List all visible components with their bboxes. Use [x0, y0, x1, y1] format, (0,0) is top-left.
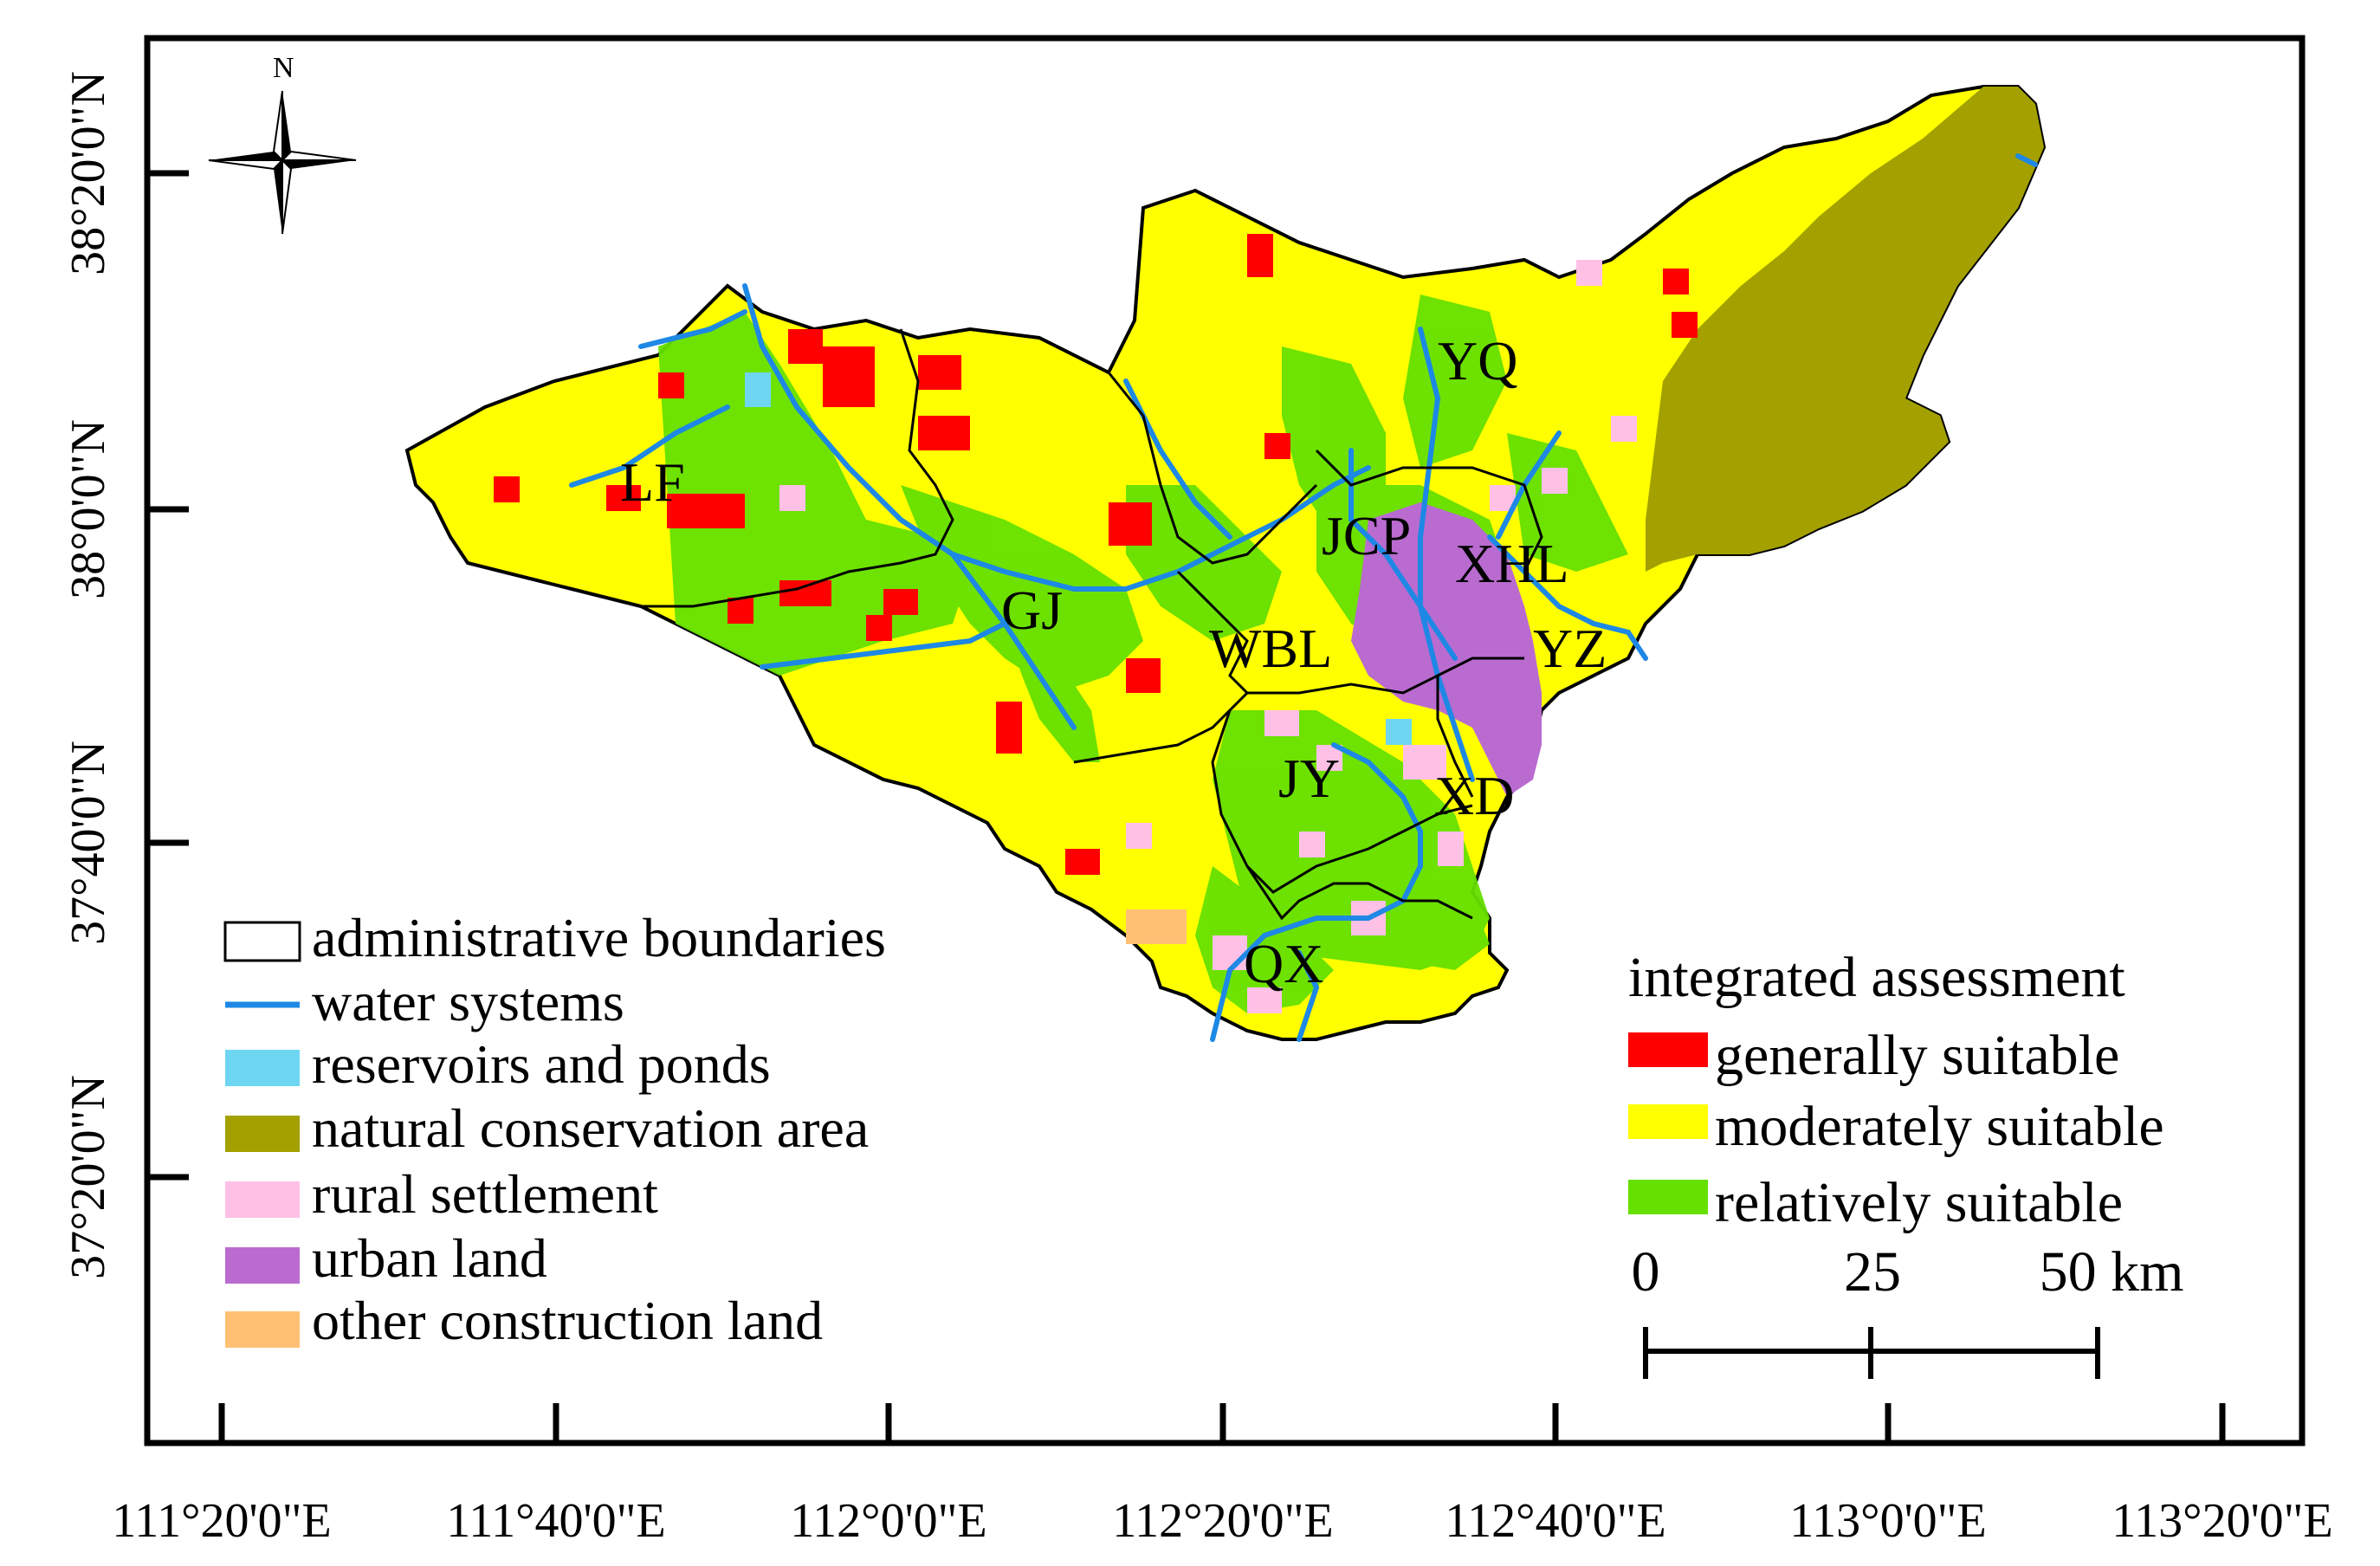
x-tick-label: 112°20'0"E — [1112, 1494, 1333, 1548]
scale-bar: 0 25 50 km — [1632, 1240, 2184, 1379]
legend-label-admin-boundaries: administrative boundaries — [312, 907, 886, 968]
region-label-gj: GJ — [1001, 579, 1063, 641]
north-label: N — [273, 52, 294, 84]
legend-label-relatively-suitable: relatively suitable — [1715, 1171, 2123, 1234]
legend-label-moderately-suitable: moderately suitable — [1715, 1095, 2164, 1158]
generally-suitable-patches — [494, 234, 1698, 875]
region-label-lf: LF — [620, 451, 685, 513]
x-axis — [218, 1403, 2226, 1443]
rural-settlement — [779, 260, 1637, 1013]
scale-label-25: 25 — [1844, 1240, 1901, 1304]
region-label-xhl: XHL — [1455, 533, 1569, 594]
x-axis-labels: 111°20'0"E 111°40'0"E 112°0'0"E 112°20'0… — [112, 1494, 2332, 1548]
region-label-qx: QX — [1244, 933, 1323, 994]
region-label-jy: JY — [1278, 747, 1340, 809]
legend-symbol-relatively-suitable — [1628, 1180, 1708, 1214]
north-arrow: N — [208, 52, 357, 235]
y-axis — [147, 170, 189, 1181]
y-tick-label: 38°0'0"N — [61, 419, 115, 599]
x-tick-label: 111°20'0"E — [112, 1494, 331, 1548]
legend-label-conservation: natural conservation area — [312, 1097, 869, 1159]
x-tick-label: 112°40'0"E — [1445, 1494, 1665, 1548]
legend-symbol-rural — [225, 1181, 300, 1218]
administrative-boundaries — [641, 328, 1543, 921]
region-labels: YQ LF JCP XHL GJ WBL YZ JY XD QX — [620, 330, 1607, 994]
legend-symbol-urban — [225, 1247, 300, 1284]
legend-label-urban: urban land — [312, 1227, 547, 1289]
legend-label-generally-suitable: generally suitable — [1715, 1024, 2119, 1087]
x-tick-label: 112°0'0"E — [790, 1494, 986, 1548]
legend-label-water-systems: water systems — [312, 971, 624, 1032]
region-label-jcp: JCP — [1322, 505, 1411, 566]
legend-label-rural: rural settlement — [312, 1163, 658, 1225]
legend-symbol-moderately-suitable — [1628, 1104, 1708, 1139]
legend-label-other-construction: other construction land — [312, 1290, 823, 1351]
region-label-yz: YZ — [1533, 618, 1607, 679]
scale-label-0: 0 — [1632, 1240, 1660, 1304]
legend-symbol-generally-suitable — [1628, 1032, 1708, 1067]
y-tick-label: 37°20'0"N — [61, 1075, 115, 1279]
legend-right-title: integrated assessment — [1628, 946, 2125, 1009]
reservoirs-and-ponds — [745, 372, 1412, 745]
y-tick-label: 37°40'0"N — [61, 741, 115, 945]
y-axis-labels: 38°20'0"N 38°0'0"N 37°40'0"N 37°20'0"N — [61, 71, 115, 1279]
other-construction-land — [1126, 909, 1187, 944]
legend-symbol-admin-boundaries — [223, 921, 301, 962]
x-tick-label: 113°0'0"E — [1789, 1494, 1986, 1548]
region-label-wbl: WBL — [1209, 618, 1332, 679]
y-tick-label: 38°20'0"N — [61, 71, 115, 275]
legend-label-reservoirs: reservoirs and ponds — [312, 1033, 771, 1095]
legend-symbol-reservoirs — [225, 1050, 300, 1086]
legend-symbol-conservation — [225, 1116, 300, 1152]
x-tick-label: 111°40'0"E — [446, 1494, 665, 1548]
legend-left: administrative boundaries water systems … — [223, 907, 886, 1351]
region-label-yq: YQ — [1438, 330, 1517, 392]
scale-label-50: 50 km — [2040, 1240, 2184, 1304]
natural-conservation-area — [1646, 87, 2044, 572]
region-label-xd: XD — [1434, 765, 1514, 826]
x-tick-label: 113°20'0"E — [2112, 1494, 2332, 1548]
legend-symbol-other-construction — [225, 1311, 300, 1348]
legend-right: integrated assessment generally suitable… — [1628, 946, 2164, 1234]
